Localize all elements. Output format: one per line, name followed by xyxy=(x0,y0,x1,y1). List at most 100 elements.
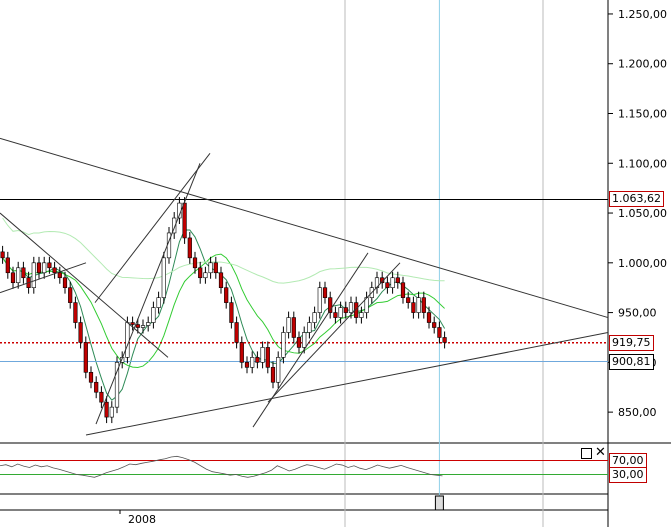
candle-body xyxy=(99,391,104,403)
candle-body xyxy=(234,322,239,343)
candle-body xyxy=(151,307,156,323)
x-axis-year-label: 2008 xyxy=(128,513,156,526)
candle-body xyxy=(135,324,140,328)
candle-body xyxy=(265,347,270,368)
candle-body xyxy=(203,272,208,279)
candle-body xyxy=(260,347,265,363)
candle-body xyxy=(317,287,322,313)
candle-body xyxy=(416,297,421,313)
candle-body xyxy=(359,312,364,318)
candle-body xyxy=(421,297,426,313)
trendline xyxy=(95,163,201,425)
candle-body xyxy=(83,342,88,373)
candle-body xyxy=(406,297,411,303)
candle-body xyxy=(140,325,146,328)
candle-body xyxy=(114,362,120,408)
maximize-icon[interactable] xyxy=(581,448,592,459)
candle-body xyxy=(276,357,281,383)
candle-body xyxy=(88,372,94,383)
moving-average-line xyxy=(2,253,445,369)
candle-body xyxy=(68,287,73,303)
candle-body xyxy=(156,297,161,308)
candle-body xyxy=(36,262,42,274)
close-icon[interactable]: ✕ xyxy=(595,445,606,460)
trendline xyxy=(0,262,87,294)
candle-body xyxy=(442,337,447,343)
level-price-box: 900,81 xyxy=(609,353,654,370)
candle-body xyxy=(10,272,16,284)
candle-body xyxy=(307,322,312,333)
candle-body xyxy=(395,277,400,284)
candle-body xyxy=(208,262,213,274)
candle-body xyxy=(198,267,203,279)
candle-body xyxy=(224,287,229,303)
candle-body xyxy=(31,262,36,288)
candle-body xyxy=(286,317,291,333)
candle-body xyxy=(125,322,130,358)
candle-body xyxy=(270,367,276,383)
candle-body xyxy=(281,332,286,358)
candle-body xyxy=(385,282,390,288)
moving-average-line xyxy=(2,217,445,284)
moving-average-line xyxy=(2,229,446,401)
candle-body xyxy=(94,381,99,393)
candle-body xyxy=(343,307,348,313)
candle-body xyxy=(21,267,26,279)
level-price-box: 919,75 xyxy=(609,334,654,351)
crosshair-time-marker xyxy=(434,495,444,511)
candle-body xyxy=(354,302,359,318)
candle-body xyxy=(218,272,224,288)
candle-body xyxy=(57,272,62,279)
trendline xyxy=(85,332,609,436)
trendline xyxy=(94,153,211,303)
candle-body xyxy=(130,322,135,325)
y-tick-label: 1.250,00 xyxy=(618,8,667,21)
candle-body xyxy=(338,307,343,318)
candle-body xyxy=(161,257,166,298)
candle-body xyxy=(78,322,83,343)
candle-body xyxy=(432,322,437,328)
oscillator-level-box: 30,00 xyxy=(609,466,647,483)
candle-body xyxy=(146,322,151,326)
candle-body xyxy=(244,362,250,368)
candle-body xyxy=(213,262,218,274)
candle-body xyxy=(291,317,296,338)
candle-body xyxy=(255,357,260,363)
candle-body xyxy=(333,312,338,318)
candle-body xyxy=(400,282,406,298)
candle-body xyxy=(426,312,432,323)
candle-body xyxy=(104,401,109,418)
candle-body xyxy=(312,312,317,323)
candle-body xyxy=(52,267,57,274)
candle-body xyxy=(62,277,68,288)
candle-body xyxy=(250,357,255,368)
candle-body xyxy=(172,217,177,234)
trendline xyxy=(0,137,609,319)
candle-body xyxy=(390,277,395,288)
candle-body xyxy=(5,257,10,274)
y-tick-label: 1.150,00 xyxy=(618,107,667,120)
y-tick-label: 950,00 xyxy=(618,307,657,320)
candle-body xyxy=(411,302,416,313)
trendline xyxy=(252,252,369,428)
trendline xyxy=(267,262,401,403)
candle-body xyxy=(182,202,187,239)
candle-body xyxy=(47,262,52,269)
candle-body xyxy=(437,327,442,338)
y-tick-label: 1.050,00 xyxy=(618,207,667,220)
oscillator-line xyxy=(0,455,443,478)
candle-body xyxy=(42,262,47,274)
candle-body xyxy=(229,302,234,323)
candle-body xyxy=(239,342,244,363)
candle-body xyxy=(109,406,114,418)
candle-body xyxy=(16,267,21,284)
y-tick-label: 1.000,00 xyxy=(618,257,667,270)
candle-body xyxy=(328,297,333,313)
candle-body xyxy=(348,302,354,313)
y-tick-label: 1.100,00 xyxy=(618,157,667,170)
candle-body xyxy=(302,332,307,348)
trendline xyxy=(0,212,169,358)
candle-body xyxy=(0,251,5,259)
